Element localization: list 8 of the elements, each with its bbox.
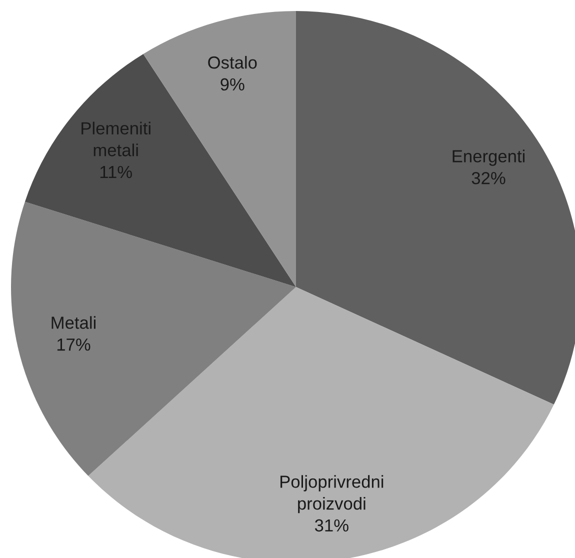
slice-label: Metali — [52, 316, 96, 329]
data-label: 32% — [472, 172, 506, 184]
data-label: 17% — [57, 338, 90, 351]
data-label: 9% — [220, 78, 244, 91]
slice-label: Poljoprivredni proizvodi — [280, 475, 384, 514]
data-label: 31% — [314, 519, 348, 532]
slice-label: Energenti — [452, 150, 524, 166]
slice-label: Ostalo — [208, 56, 257, 69]
